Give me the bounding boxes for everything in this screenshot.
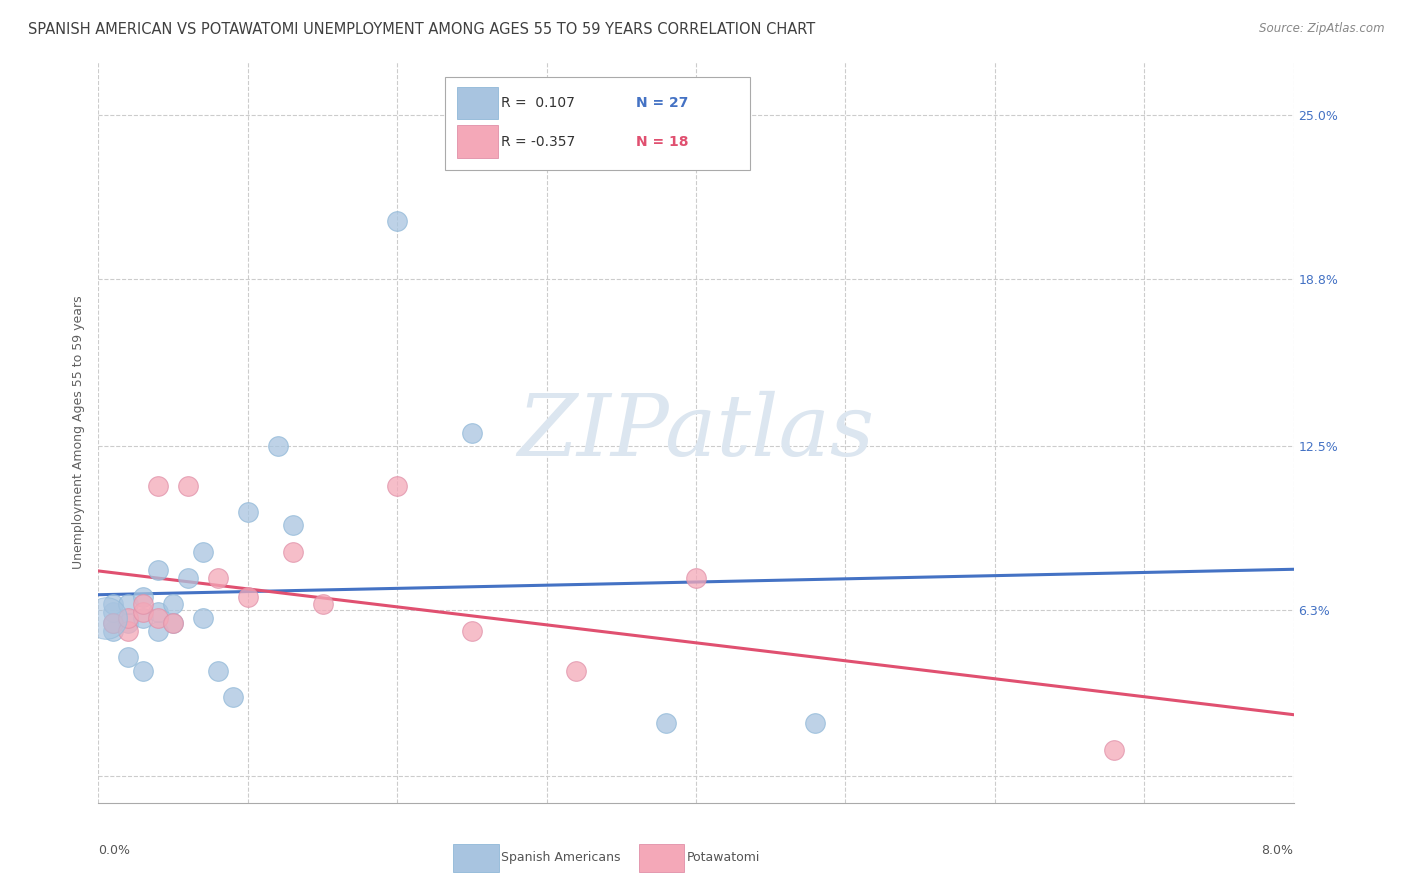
FancyBboxPatch shape (457, 87, 498, 120)
FancyBboxPatch shape (446, 78, 749, 169)
Point (103, 606, 125, 620)
Point (281, 544, 304, 558)
Point (162, 615, 184, 630)
Point (207, 664, 229, 678)
Point (311, 598, 333, 612)
FancyBboxPatch shape (457, 126, 498, 158)
Point (148, 563, 170, 577)
Point (103, 624, 125, 638)
Text: ZIPatlas: ZIPatlas (517, 392, 875, 474)
Point (132, 611, 155, 625)
Text: Source: ZipAtlas.com: Source: ZipAtlas.com (1260, 22, 1385, 36)
Point (148, 478, 170, 492)
Point (804, 716, 827, 731)
Text: R =  0.107: R = 0.107 (501, 96, 575, 110)
Point (117, 615, 139, 630)
Point (685, 571, 707, 585)
Text: R = -0.357: R = -0.357 (501, 135, 575, 149)
Point (117, 598, 139, 612)
FancyBboxPatch shape (638, 844, 685, 871)
Point (162, 615, 184, 630)
Point (162, 598, 184, 612)
Point (103, 598, 125, 612)
Point (148, 606, 170, 620)
Point (132, 664, 155, 678)
Point (222, 690, 245, 704)
Point (148, 611, 170, 625)
Point (132, 598, 155, 612)
Point (132, 606, 155, 620)
Point (117, 611, 139, 625)
Point (191, 611, 214, 625)
Y-axis label: Unemployment Among Ages 55 to 59 years: Unemployment Among Ages 55 to 59 years (72, 296, 86, 569)
Point (236, 505, 259, 519)
Point (385, 214, 409, 228)
Point (94, 611, 117, 625)
Point (281, 518, 304, 533)
Text: 8.0%: 8.0% (1261, 844, 1294, 856)
FancyBboxPatch shape (453, 844, 499, 871)
Point (177, 478, 200, 492)
Text: 0.0%: 0.0% (98, 844, 131, 856)
Point (1104, 743, 1126, 757)
Point (207, 571, 229, 585)
Point (565, 664, 588, 678)
Point (655, 716, 678, 731)
Point (461, 624, 484, 638)
Point (191, 544, 214, 558)
Point (117, 624, 139, 638)
Point (177, 571, 200, 585)
Point (267, 439, 290, 453)
Text: SPANISH AMERICAN VS POTAWATOMI UNEMPLOYMENT AMONG AGES 55 TO 59 YEARS CORRELATIO: SPANISH AMERICAN VS POTAWATOMI UNEMPLOYM… (28, 22, 815, 37)
Point (103, 615, 125, 630)
Text: Potawatomi: Potawatomi (686, 851, 759, 864)
Text: Spanish Americans: Spanish Americans (501, 851, 620, 864)
Point (148, 624, 170, 638)
Point (132, 590, 155, 604)
Point (461, 425, 484, 440)
Text: N = 27: N = 27 (636, 96, 689, 110)
Point (236, 590, 259, 604)
Point (385, 478, 409, 492)
Text: N = 18: N = 18 (636, 135, 689, 149)
Point (117, 650, 139, 665)
Point (103, 615, 125, 630)
